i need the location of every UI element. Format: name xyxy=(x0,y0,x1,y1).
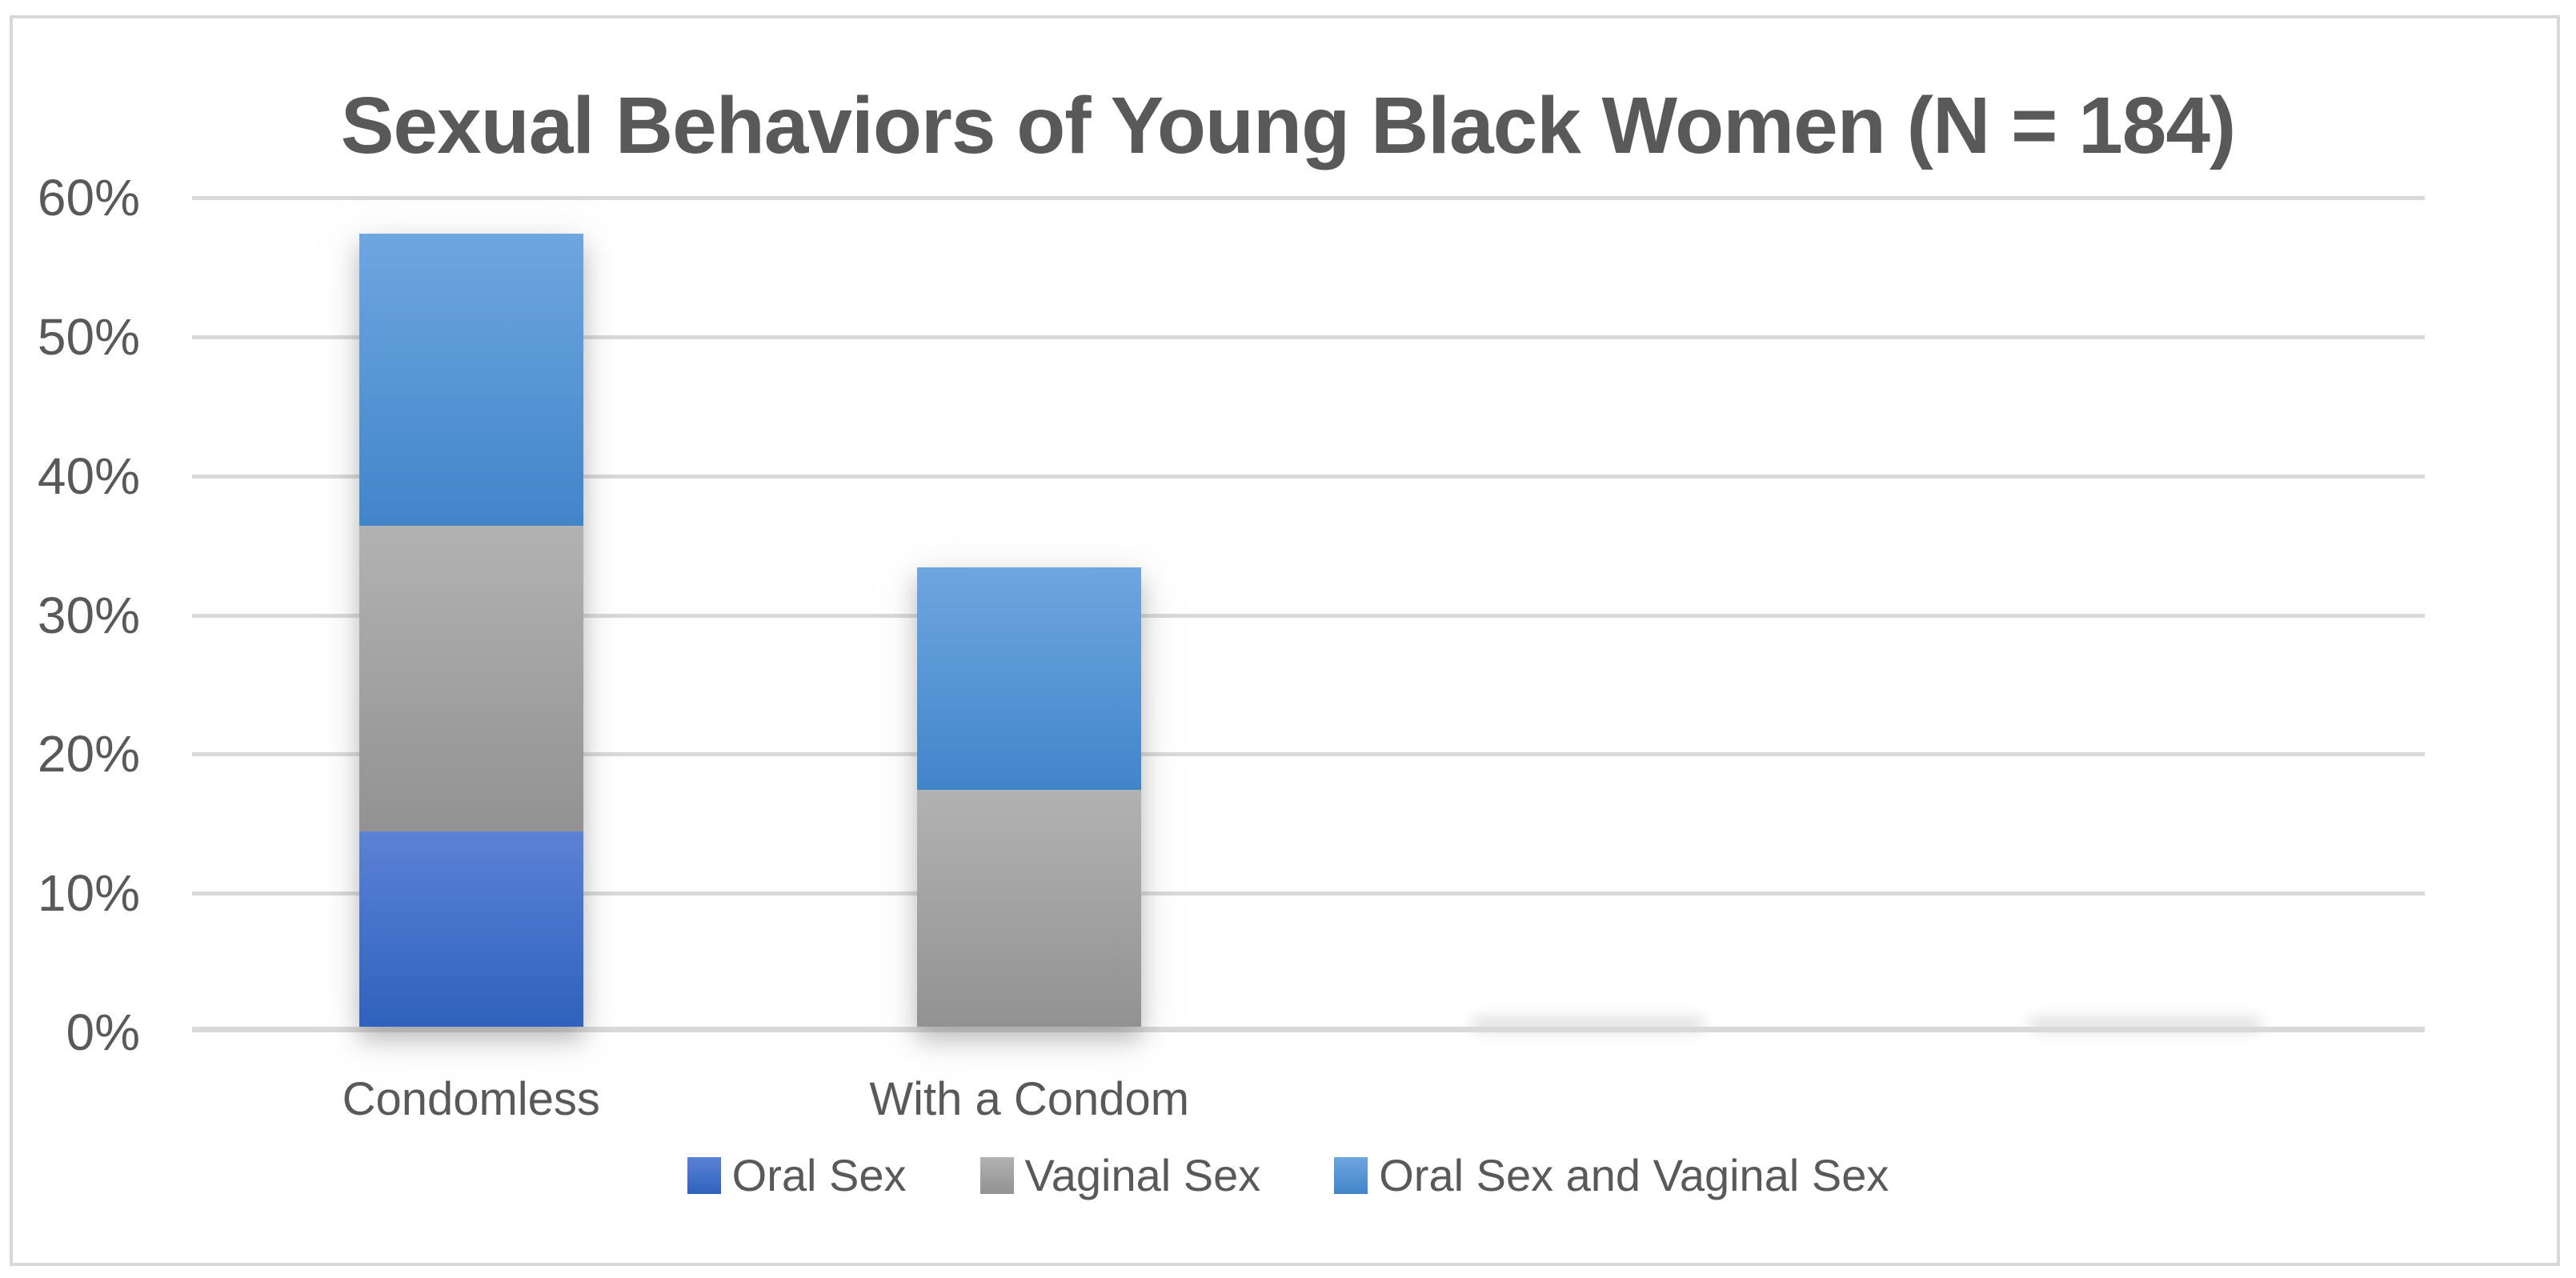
legend-swatch xyxy=(1334,1156,1368,1194)
legend-swatch xyxy=(687,1156,721,1194)
y-tick-label: 20% xyxy=(37,725,140,783)
legend-label: Vaginal Sex xyxy=(1024,1150,1261,1200)
category-label: Condomless xyxy=(342,1073,600,1125)
stacked-bar xyxy=(917,567,1142,1027)
y-tick-label: 50% xyxy=(37,307,140,366)
gridline xyxy=(192,891,2425,896)
bar-segment xyxy=(917,790,1142,1027)
y-tick-label: 40% xyxy=(37,447,140,505)
y-tick-label: 60% xyxy=(37,169,140,226)
bar-segment xyxy=(917,567,1142,791)
legend-label: Oral Sex and Vaginal Sex xyxy=(1379,1150,1889,1200)
gridline xyxy=(192,613,2425,618)
x-axis-line xyxy=(192,1027,2425,1032)
plot-area xyxy=(192,196,2425,1032)
legend: Oral Sex Vaginal Sex Oral Sex and Vaginal … xyxy=(0,1149,2576,1201)
category-label: With a Condom xyxy=(869,1073,1190,1125)
y-tick-label: 0% xyxy=(66,1004,141,1061)
stacked-bar xyxy=(359,234,583,1027)
legend-item: Vaginal Sex xyxy=(980,1149,1261,1201)
legend-swatch xyxy=(980,1156,1014,1194)
legend-item: Oral Sex and Vaginal Sex xyxy=(1334,1149,1889,1201)
y-tick-label: 10% xyxy=(37,864,140,923)
gridline xyxy=(192,335,2425,339)
bar-segment xyxy=(359,234,583,527)
gridline xyxy=(192,752,2425,757)
bar-segment xyxy=(359,831,583,1027)
y-tick-label: 30% xyxy=(37,586,140,644)
bar-segment xyxy=(359,526,583,832)
gridline xyxy=(192,474,2425,479)
gridline xyxy=(192,196,2425,200)
chart-title: Sexual Behaviors of Young Black Women (N… xyxy=(340,81,2237,170)
legend-item: Oral Sex xyxy=(687,1149,907,1201)
legend-label: Oral Sex xyxy=(731,1150,907,1200)
